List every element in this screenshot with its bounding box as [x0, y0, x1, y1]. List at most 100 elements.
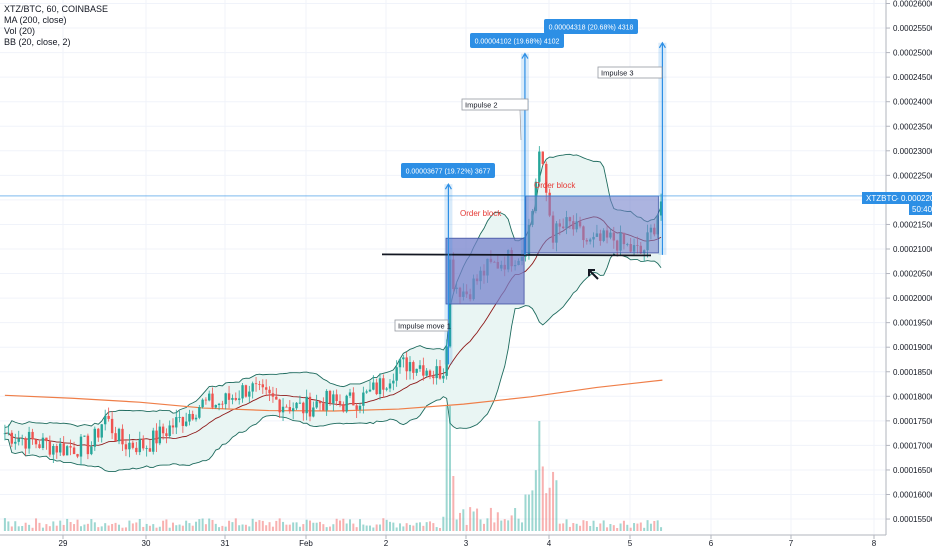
candle-body: [398, 359, 402, 368]
volume-bar: [10, 526, 13, 531]
candle-body: [17, 438, 20, 442]
volume-bar: [445, 406, 448, 531]
candle-body: [275, 396, 278, 400]
candle-body: [158, 426, 162, 444]
volume-bar: [395, 527, 398, 531]
candle-body: [214, 405, 217, 408]
candle-body: [352, 392, 355, 406]
candle-body: [248, 391, 251, 397]
volume-bar: [352, 523, 355, 531]
candle-body: [295, 402, 298, 409]
order-block-2: [525, 195, 659, 254]
volume-bar: [599, 523, 602, 531]
legend-vol[interactable]: Vol (20): [4, 26, 36, 36]
volume-bar: [241, 524, 244, 531]
candle-body: [425, 370, 428, 376]
volume-bar: [14, 521, 17, 531]
candle-body: [348, 392, 352, 396]
candle-body: [48, 441, 52, 455]
volume-bar: [158, 526, 161, 531]
candle-body: [31, 431, 34, 440]
candle-body: [244, 385, 248, 397]
volume-bar: [585, 521, 588, 531]
y-tick-label: 0.00023000: [893, 147, 932, 156]
measurement-2: 0.00004102 (19.68%) 4102: [470, 33, 564, 255]
candle-body: [224, 393, 227, 405]
candle-body: [83, 435, 86, 437]
volume-bar: [639, 522, 642, 531]
volume-bar: [521, 522, 524, 531]
volume-bar: [399, 523, 401, 531]
candle-body: [231, 398, 234, 400]
volume-bar: [656, 520, 659, 531]
y-tick-label: 0.00024000: [893, 98, 932, 107]
candle-body: [168, 425, 171, 437]
measurement-label: 0.00004318 (20.68%) 4318: [549, 25, 634, 32]
candle-body: [100, 424, 103, 438]
volume-bar: [517, 518, 520, 531]
volume-bar: [62, 524, 65, 531]
y-tick-label: 0.00022500: [893, 171, 932, 180]
legend-bb[interactable]: BB (20, close, 2): [4, 37, 71, 47]
volume-bar: [595, 526, 598, 531]
volume-bar: [45, 524, 48, 531]
volume-bar: [538, 421, 541, 531]
candle-body: [194, 417, 198, 420]
volume-bar: [649, 523, 652, 531]
candle-body: [69, 446, 72, 448]
volume-bar: [555, 480, 558, 531]
legend-symbol[interactable]: XTZ/BTC, 60, COINBASE: [4, 4, 109, 14]
impulse-label: Impulse 3: [601, 69, 634, 78]
volume-bar: [24, 522, 27, 531]
volume-bar: [375, 524, 378, 531]
volume-bar: [622, 520, 625, 531]
volume-bar: [345, 523, 348, 531]
volume-bar: [579, 525, 582, 531]
volume-bar: [86, 523, 89, 531]
candle-body: [161, 426, 165, 434]
candle-body: [208, 393, 211, 401]
y-tick-label: 0.00026000: [893, 0, 932, 9]
volume-bar: [442, 516, 445, 531]
volume-bar: [616, 527, 619, 531]
candle-body: [241, 385, 244, 399]
volume-bar: [315, 522, 318, 531]
y-tick-label: 0.00017500: [893, 417, 932, 426]
impulse-annotation-2: Impulse 2: [461, 98, 529, 111]
candle-body: [227, 393, 231, 400]
volume-bar: [292, 522, 295, 531]
candle-body: [97, 428, 100, 438]
candle-body: [312, 407, 315, 417]
candle-body: [258, 384, 261, 385]
volume-bar: [425, 522, 428, 531]
candle-body: [288, 407, 291, 412]
candle-body: [211, 393, 214, 408]
volume-bar: [295, 522, 298, 531]
candle-body: [148, 448, 152, 452]
candle-body: [278, 399, 281, 413]
volume-bar: [660, 527, 663, 531]
measurement-label-box: [401, 163, 495, 178]
volume-bar: [429, 521, 431, 531]
volume-bar: [389, 521, 391, 531]
volume-bar: [486, 518, 489, 531]
support-line: [381, 253, 652, 257]
volume-bar: [234, 518, 237, 531]
volume-bar: [633, 523, 636, 531]
impulse-annotation-3: Impulse 3: [597, 66, 663, 79]
candle-body: [342, 404, 345, 412]
volume-bar: [251, 518, 254, 531]
candle-body: [65, 446, 69, 456]
volume-bar: [142, 526, 145, 531]
volume-bar: [83, 524, 86, 531]
volume-bar: [503, 519, 506, 531]
y-tick-label: 0.00017000: [893, 441, 932, 450]
volume-bar: [558, 523, 561, 531]
legend-ma[interactable]: MA (200, close): [4, 15, 67, 25]
volume-bar: [97, 527, 100, 531]
volume-bar: [138, 518, 141, 531]
volume-bar: [619, 523, 622, 531]
volume-bar: [52, 521, 55, 531]
volume-bar: [178, 524, 181, 531]
